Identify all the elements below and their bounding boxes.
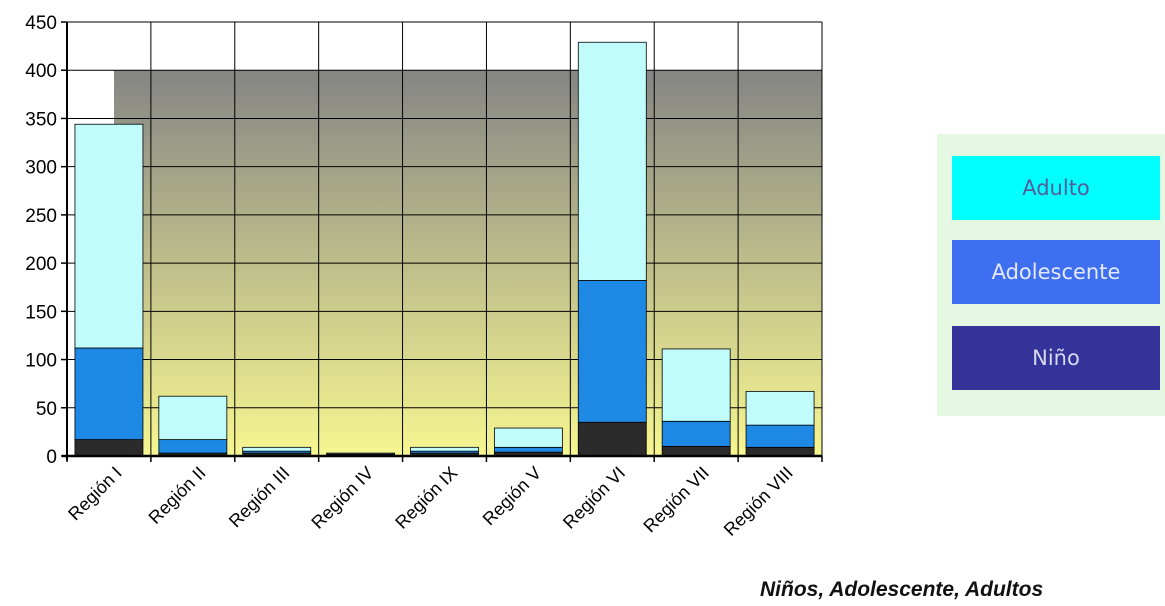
y-tick-label: 0 [46,447,57,468]
bar-adolescente-region-viii [745,424,815,448]
bar-adolescente-region-vii [661,420,731,447]
x-tick-labels: Región I Región II Región III Región IV Regi… [64,463,797,540]
bar-nino-region-vii [661,445,731,457]
x-tick-label: Región VII [639,463,713,537]
bar-adulto-region-iii [242,446,312,452]
bar-adulto-region-ix [410,446,479,452]
bar-adolescente-region-ii [158,439,228,454]
bar-adulto-region-ii [158,395,228,441]
legend-item-nino: Niño [952,326,1160,390]
legend-item-adulto: Adulto [952,156,1160,220]
legend-item-adolescente: Adolescente [952,240,1160,304]
y-tick-label: 150 [25,302,57,323]
bar-nino-region-i [74,439,144,457]
x-tick-label: Región V [479,463,546,530]
bar-adulto-region-i [74,123,144,349]
y-tick-label: 300 [25,158,57,179]
x-tick-label: Región IX [391,463,461,533]
bar-nino-region-vi [577,421,647,457]
legend-label-adolescente: Adolescente [991,260,1121,284]
x-tick-label: Región I [64,463,126,525]
y-tick-label: 50 [36,399,57,420]
x-tick-label: Región III [225,463,294,532]
bar-adulto-region-viii [745,390,815,426]
gridlines [67,21,823,456]
x-tick-label: Región VIII [720,463,797,540]
bars [74,41,815,457]
x-tick-label: Región IV [307,463,377,533]
bar-adulto-region-iv [326,452,396,455]
bar-adolescente-region-vi [577,280,647,423]
y-tick-label: 200 [25,254,57,275]
y-tick-label: 250 [25,206,57,227]
bar-nino-region-viii [745,446,815,457]
bar-adulto-region-vi [577,41,647,281]
axes [61,21,823,462]
y-tick-label: 100 [25,351,57,372]
bar-adulto-region-vii [661,348,731,422]
y-tick-labels: 0 50 100 150 200 250 300 350 400 450 [25,13,57,468]
legend-label-nino: Niño [1032,346,1080,370]
y-tick-label: 450 [25,13,57,34]
bar-adolescente-region-v [493,446,563,453]
legend: Adulto Adolescente Niño [937,134,1165,416]
stacked-bar-chart: 0 50 100 150 200 250 300 350 400 450 Región I Regi… [25,13,823,540]
bar-adulto-region-v [493,427,563,448]
y-tick-label: 400 [25,61,57,82]
bar-adolescente-region-i [74,347,144,441]
legend-label-adulto: Adulto [1022,176,1090,200]
x-tick-label: Región II [145,463,210,528]
x-tick-label: Región VI [559,463,629,533]
chart-caption: Niños, Adolescente, Adultos [760,578,1044,601]
y-tick-label: 350 [25,109,57,130]
